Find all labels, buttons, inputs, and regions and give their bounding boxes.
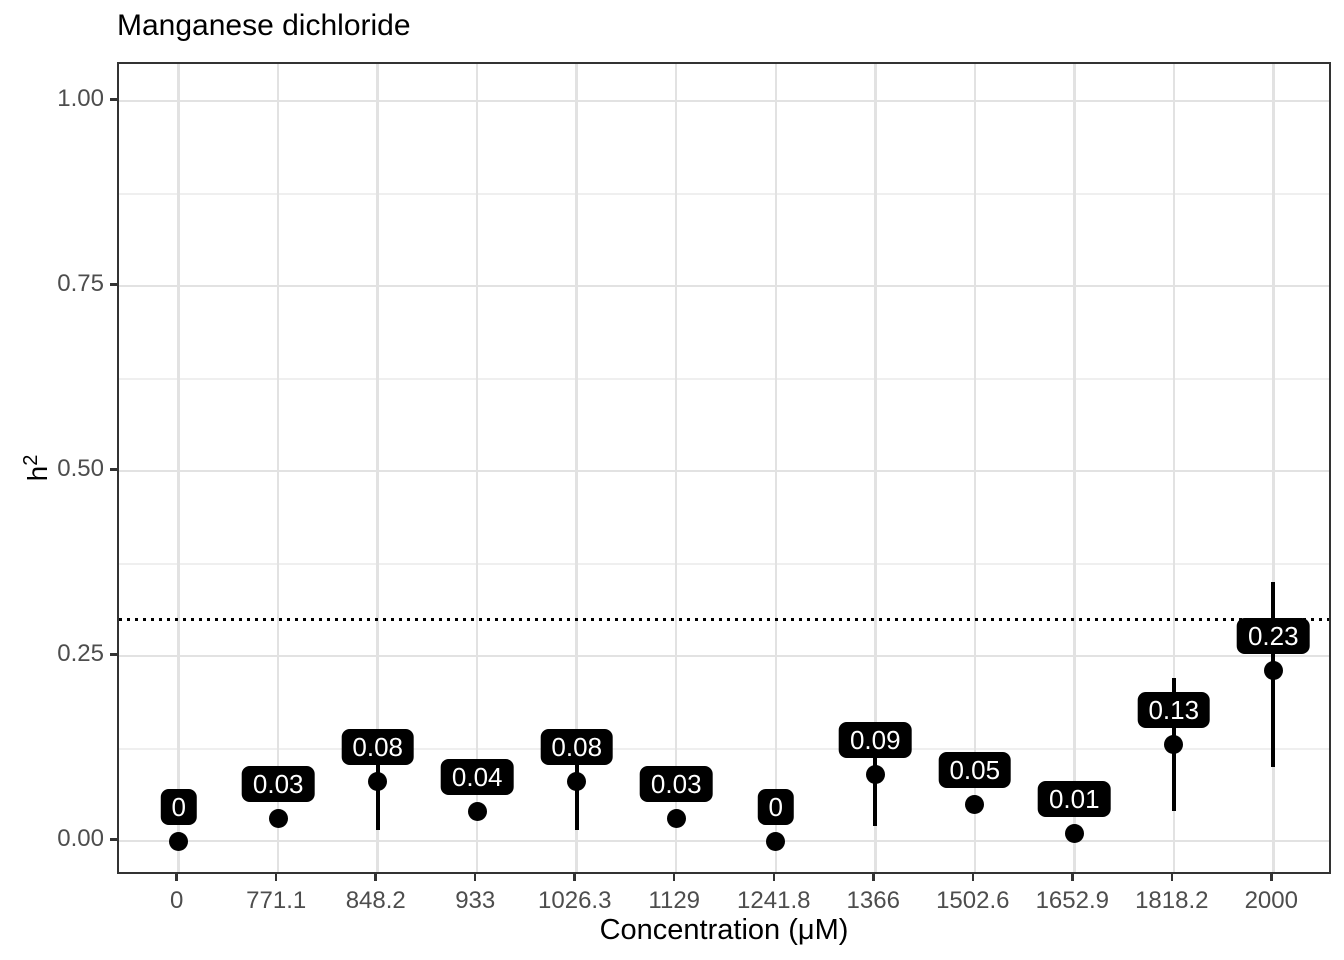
y-axis-tick	[110, 468, 117, 471]
value-label: 0	[757, 788, 794, 825]
data-point	[666, 809, 686, 829]
y-tick-label: 0.25	[57, 640, 104, 667]
y-axis-tick	[110, 838, 117, 841]
gridline-x-major	[575, 64, 578, 872]
data-point	[368, 772, 388, 792]
gridline-x-major	[276, 64, 280, 872]
x-axis-tick	[573, 874, 576, 881]
data-point	[1064, 824, 1084, 844]
x-tick-label: 933	[455, 887, 496, 914]
data-point	[865, 764, 885, 784]
gridline-y-major	[119, 470, 1329, 472]
value-label: 0	[160, 788, 197, 825]
gridline-x-major	[973, 64, 977, 872]
data-point	[467, 801, 487, 821]
data-point	[766, 831, 786, 851]
x-axis-title: Concentration (μM)	[599, 914, 849, 946]
gridline-x-major	[674, 64, 678, 872]
x-tick-label: 2000	[1244, 887, 1298, 914]
x-tick-label: 1652.9	[1035, 887, 1109, 914]
gridline-y-minor	[119, 192, 1329, 195]
x-axis-tick	[971, 874, 975, 881]
x-axis-tick	[374, 874, 377, 881]
x-tick-label: 0	[170, 887, 184, 914]
x-axis-tick	[175, 874, 178, 881]
x-axis-tick	[872, 874, 875, 881]
data-point	[1164, 735, 1184, 755]
gridline-y-major	[119, 285, 1329, 287]
gridline-y-major	[119, 840, 1329, 842]
gridline-x-major	[475, 64, 479, 872]
x-tick-label: 1129	[648, 887, 701, 914]
data-point	[268, 809, 288, 829]
gridline-x-major	[1272, 64, 1275, 872]
value-label: 0.04	[440, 758, 514, 795]
x-tick-label: 1818.2	[1135, 887, 1209, 914]
value-label: 0.01	[1037, 781, 1111, 818]
value-label: 0.08	[341, 729, 415, 766]
y-tick-label: 0.00	[57, 825, 104, 852]
y-axis-tick	[110, 653, 117, 656]
x-tick-label: 1026.3	[538, 887, 612, 914]
gridline-y-major	[119, 100, 1329, 102]
y-axis-tick	[110, 283, 117, 286]
value-label: 0.05	[938, 751, 1012, 788]
y-axis-tick	[110, 98, 117, 101]
value-label: 0.09	[838, 721, 912, 758]
data-point	[965, 794, 985, 814]
gridline-x-major	[874, 64, 877, 872]
gridline-y-major	[119, 655, 1329, 657]
x-axis-tick	[1170, 874, 1174, 881]
gridline-x-major	[376, 64, 379, 872]
gridline-y-minor	[119, 747, 1329, 750]
plot-title: Manganese dichloride	[117, 9, 411, 42]
x-axis-tick	[473, 874, 477, 881]
gridline-y-minor	[119, 562, 1329, 565]
x-axis-tick	[274, 874, 278, 881]
value-label: 0.03	[639, 766, 713, 803]
x-axis-tick	[1270, 874, 1273, 881]
x-axis-tick	[1071, 874, 1074, 881]
gridline-x-major	[774, 64, 777, 872]
x-tick-label: 848.2	[345, 887, 406, 914]
gridline-x-major	[1172, 64, 1176, 872]
y-tick-label: 0.75	[57, 270, 104, 297]
x-tick-label: 1366	[846, 887, 900, 914]
plot-panel: 0 0.03 0.08 0.04 0.08 0.03 0 0.09 0.05 0.01 0.13 0.…	[117, 62, 1331, 874]
data-point	[169, 831, 189, 851]
value-label: 0.08	[540, 729, 614, 766]
x-tick-label: 1241.8	[737, 887, 811, 914]
value-label: 0.13	[1137, 692, 1211, 729]
gridline-x-major	[177, 64, 180, 872]
x-axis-tick	[772, 874, 775, 881]
data-point	[1263, 661, 1283, 681]
reference-line	[119, 617, 1329, 621]
value-label: 0.23	[1236, 618, 1310, 655]
x-axis-tick	[672, 874, 676, 881]
x-tick-label: 771.1	[246, 887, 307, 914]
x-tick-label: 1502.6	[936, 887, 1010, 914]
data-point	[567, 772, 587, 792]
y-tick-label: 0.50	[57, 455, 104, 482]
value-label: 0.03	[241, 766, 315, 803]
gridline-y-minor	[119, 377, 1329, 380]
gridline-x-major	[1073, 64, 1076, 872]
y-tick-label: 1.00	[57, 85, 104, 112]
